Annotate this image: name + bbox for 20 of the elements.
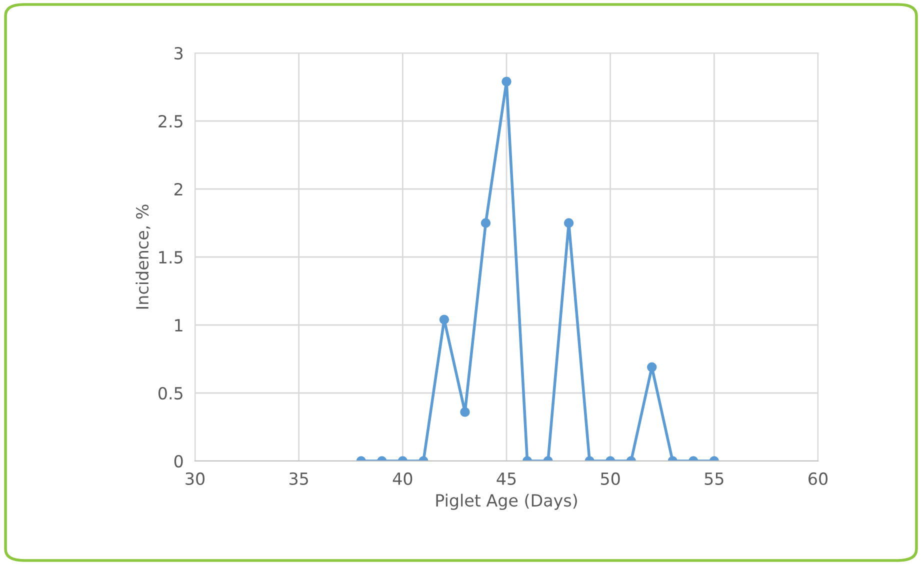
x-tick-label: 45 <box>496 472 516 486</box>
x-tick-label: 50 <box>601 472 620 486</box>
y-tick-label: 0 <box>174 454 183 468</box>
y-tick-label: 1.5 <box>159 251 182 264</box>
point <box>439 314 450 324</box>
point <box>502 76 512 86</box>
x-tick-label: 55 <box>704 472 724 486</box>
y-tick-label: 2 <box>174 182 182 196</box>
x-tick-label: 40 <box>392 472 412 486</box>
point <box>564 218 574 228</box>
x-tick-label: 60 <box>808 472 828 486</box>
x-tick-label: 35 <box>290 472 308 486</box>
y-tick-label: 2.5 <box>158 114 182 128</box>
y-tick-label: 3 <box>174 46 183 60</box>
point <box>480 218 491 228</box>
x-tick-label: 30 <box>186 472 204 486</box>
y-axis-title: Incidence, % <box>136 204 150 309</box>
y-tick-label: 1 <box>175 319 182 332</box>
y-tick-label: 0.5 <box>158 386 182 400</box>
x-axis-title: Piglet Age (Days) <box>436 494 577 510</box>
